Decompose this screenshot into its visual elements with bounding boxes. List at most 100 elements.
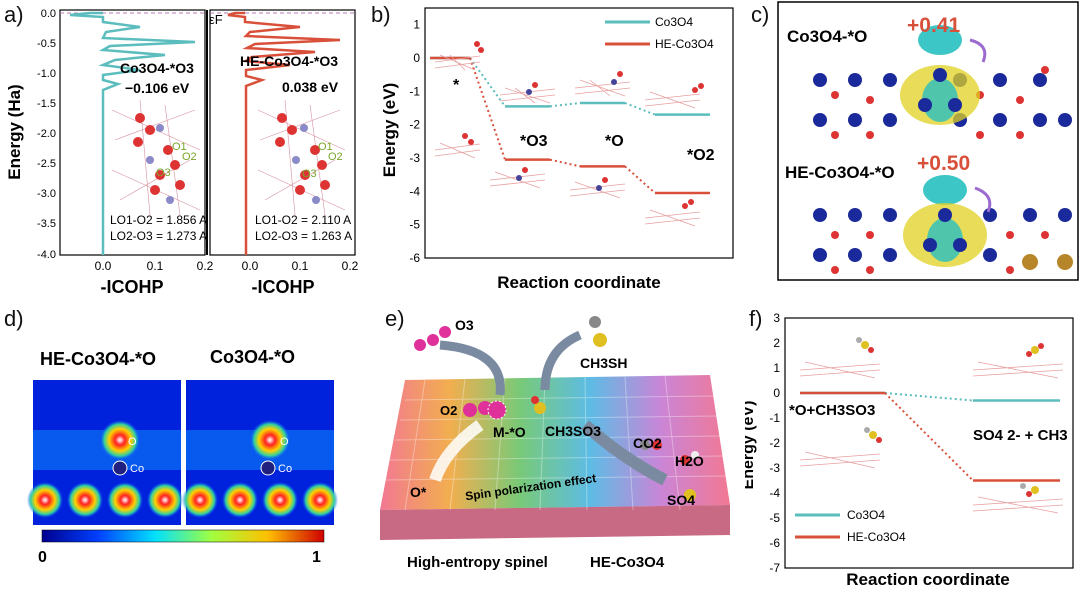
label-mo: M-*O	[493, 424, 526, 440]
ytick: -1.0	[37, 68, 56, 80]
label-so4: SO4	[667, 492, 695, 508]
cohp-right-trace	[227, 11, 341, 255]
panel-f-yticks: 3 2 1 0 -1 -2 -3 -4 -5 -6 -7	[769, 311, 780, 575]
panel-f-label: f)	[749, 306, 763, 331]
xtick: 0.2	[342, 259, 359, 273]
panel-b-xlabel: Reaction coordinate	[497, 273, 660, 292]
map-atoms	[27, 420, 338, 518]
panel-c-image: Co3O4-*O +0.41 HE-Co3O4-*O +0.50	[777, 1, 1079, 281]
ytick: 0.0	[41, 8, 56, 20]
left-atom-o1: O1	[172, 141, 187, 153]
right-state: SO4 2- + CH3	[973, 427, 1068, 444]
legend-co3o4: Co3O4	[847, 508, 885, 522]
ytick: -5	[769, 511, 780, 525]
ytick: -1.5	[37, 98, 56, 110]
panel-f-molecules	[856, 337, 1044, 497]
energy-connector	[884, 392, 974, 402]
top-charge-density	[900, 25, 980, 125]
panel-d: d)	[0, 300, 365, 590]
right-atom-co: Co	[278, 463, 292, 475]
label-h2o: H2O	[675, 453, 704, 469]
ytick: -7	[769, 561, 780, 575]
panel-a-ylabel: Energy (Ha)	[5, 84, 24, 179]
ytick: -0.5	[37, 38, 56, 50]
panel-b-slabs	[434, 54, 701, 227]
state-o2: *O2	[687, 147, 715, 164]
panel-b-label: b)	[371, 2, 391, 27]
ytick: -6	[409, 251, 420, 265]
panel-c-label: c)	[751, 2, 770, 27]
left-bond-1: LO1-O2 = 1.856 A	[110, 213, 207, 227]
label-ostar: O*	[410, 484, 427, 500]
ytick: -3.0	[37, 188, 56, 200]
cohp-right-frame	[209, 9, 356, 256]
panel-b-yticks: 1 0 -1 -2 -3 -4 -5 -6	[409, 18, 420, 265]
xtick: 0.0	[242, 259, 259, 273]
bottom-slab-atoms	[813, 208, 1073, 274]
molecules	[414, 316, 699, 501]
xtick: 0.1	[147, 259, 164, 273]
left-bond-2: LO2-O3 = 1.273 A	[110, 229, 207, 243]
panel-b: b) 1 0 -1 -2 -3 -4 -5 -6 Energy (eV) Reaction c…	[365, 0, 745, 300]
legend-co3o4: Co3O4	[655, 15, 693, 29]
panel-f-frame	[784, 317, 1074, 569]
panel-d-image: HE-Co3O4-*O Co3O4-*O O Co O Co 0 1	[27, 347, 338, 566]
xtick: 0.2	[197, 259, 214, 273]
ytick: -4.0	[37, 249, 56, 261]
label-ch3sh: CH3SH	[580, 355, 627, 371]
ytick: -4	[769, 486, 780, 500]
bottom-title: HE-Co3O4-*O	[785, 163, 895, 182]
bottom-charge-density	[903, 175, 987, 267]
panel-b-lines	[430, 56, 710, 195]
panel-f-chart: 3 2 1 0 -1 -2 -3 -4 -5 -6 -7 Energy (eV) Reaction …	[745, 311, 1074, 589]
energy-connector	[469, 57, 506, 107]
top-value: +0.41	[907, 14, 960, 37]
panel-b-chart: 1 0 -1 -2 -3 -4 -5 -6 Energy (eV) Reaction coor…	[380, 7, 734, 292]
energy-connector	[624, 102, 656, 116]
panel-f-ylabel: Energy (eV)	[745, 401, 757, 490]
arrow-so4	[581, 420, 668, 486]
ytick: 0	[773, 386, 780, 400]
colorbar-max: 1	[312, 549, 321, 566]
panel-a-xticks: 0.0 0.1 0.2 0.0 0.1 0.2	[95, 259, 359, 273]
left-atom-co: Co	[130, 463, 144, 475]
label-ch3so3: CH3SO3	[545, 423, 601, 439]
panel-a-xlabel-left: -ICOHP	[101, 277, 164, 297]
ytick: 3	[773, 311, 780, 325]
fermi-label: εF	[209, 12, 223, 27]
spinel-slab-front	[380, 505, 730, 540]
energy-connector	[624, 165, 656, 194]
bottom-transfer-arrow	[974, 186, 992, 213]
ytick: -3.5	[37, 218, 56, 230]
colorbar	[41, 529, 325, 543]
arrow-ch3sh	[540, 330, 582, 391]
cohp-left-trace	[69, 11, 196, 255]
panel-b-molecules	[462, 41, 704, 209]
right-atom-o: O	[280, 436, 289, 448]
right-bond-2: LO2-O3 = 1.263 A	[255, 229, 352, 243]
ytick: -2.5	[37, 158, 56, 170]
ytick: -2	[409, 118, 420, 132]
state-star: *	[453, 77, 460, 94]
panel-f: f) 3 2 1 0 -1 -2 -3 -4 -5 -6 -7 Energy (eV) Reacti…	[745, 300, 1080, 590]
ytick: 2	[773, 336, 780, 350]
right-atom-o3: O3	[302, 168, 317, 180]
left-value: −0.106 eV	[125, 80, 190, 96]
left-atom-o3: O3	[156, 167, 171, 179]
left-title: Co3O4-*O3	[120, 60, 194, 76]
ytick: -3	[769, 461, 780, 475]
ytick: -1	[769, 411, 780, 425]
ytick: -2	[769, 436, 780, 450]
panel-d-label: d)	[4, 306, 24, 331]
legend-he: HE-Co3O4	[847, 530, 906, 544]
arrow-ostar	[429, 420, 484, 483]
right-title: Co3O4-*O	[210, 347, 295, 367]
panel-e-label: e)	[385, 306, 405, 331]
ytick: 1	[413, 18, 420, 32]
ytick: -5	[409, 218, 420, 232]
energy-connector	[884, 392, 974, 482]
colorbar-min: 0	[38, 549, 47, 566]
left-atom-o2: O2	[182, 151, 197, 163]
caption-left: High-entropy spinel	[407, 554, 548, 571]
left-state: *O+CH3SO3	[789, 402, 875, 419]
